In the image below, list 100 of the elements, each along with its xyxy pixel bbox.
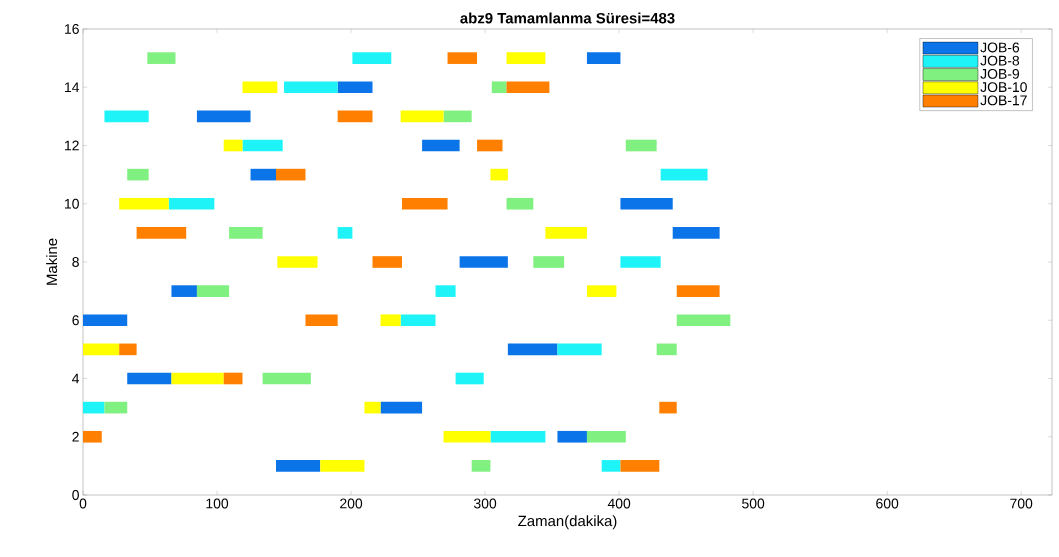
bar: [507, 343, 558, 356]
bar: [490, 168, 508, 181]
bar: [127, 372, 172, 385]
bar: [656, 343, 677, 356]
bar: [459, 256, 508, 268]
bar: [533, 256, 565, 268]
bar: [601, 460, 621, 472]
bar: [455, 372, 484, 385]
legend-label: JOB-6: [980, 42, 1020, 53]
y-tick-label: 0: [72, 490, 79, 500]
bar: [586, 430, 626, 443]
bar: [229, 227, 263, 239]
y-tick-label: 12: [65, 140, 79, 151]
bar: [620, 256, 661, 268]
bar: [364, 401, 381, 414]
bar: [284, 81, 338, 94]
legend-label: JOB-9: [980, 68, 1020, 79]
bar: [506, 81, 550, 94]
bar: [276, 460, 321, 472]
bar: [435, 285, 456, 297]
x-tick-label: 500: [742, 498, 765, 509]
x-tick-label: 100: [206, 498, 229, 509]
bar: [242, 139, 283, 152]
y-axis-title: Makine: [46, 238, 58, 285]
bar: [119, 343, 137, 356]
bar: [171, 285, 197, 297]
y-tick-label: 8: [72, 257, 79, 267]
bar: [676, 314, 731, 327]
bar: [136, 227, 187, 239]
bar: [443, 110, 472, 123]
bar: [277, 256, 318, 268]
bar: [557, 430, 587, 443]
bar: [401, 197, 448, 210]
bar: [83, 401, 105, 414]
bar: [127, 168, 149, 181]
y-tick-label: 16: [65, 24, 79, 34]
x-tick-label: 300: [473, 498, 497, 509]
x-tick-label: 0: [79, 498, 87, 509]
x-tick-label: 600: [876, 498, 899, 509]
bar: [337, 81, 373, 94]
bar: [506, 197, 534, 210]
bar: [352, 52, 392, 64]
bar: [223, 372, 243, 385]
bar: [147, 52, 176, 64]
bar: [250, 168, 276, 181]
bar: [104, 110, 149, 123]
bar: [557, 343, 602, 356]
bar: [447, 52, 478, 64]
bar: [422, 139, 460, 152]
bar: [168, 197, 215, 210]
bar: [196, 110, 251, 123]
bar: [586, 52, 621, 64]
bar: [620, 197, 673, 210]
bar: [400, 110, 444, 123]
bar: [276, 168, 306, 181]
x-tick-label: 400: [607, 498, 631, 509]
bar: [400, 314, 436, 327]
bar: [672, 227, 720, 239]
bar: [625, 139, 657, 152]
legend-label: JOB-10: [980, 82, 1027, 93]
bar: [337, 110, 373, 123]
bar: [620, 460, 660, 472]
bar: [659, 401, 677, 414]
bar: [104, 401, 128, 414]
bar: [171, 372, 224, 385]
y-tick-label: 14: [65, 82, 80, 93]
bar: [443, 430, 491, 443]
bar: [262, 372, 311, 385]
bar: [471, 460, 491, 472]
y-tick-label: 4: [72, 373, 80, 384]
bar: [477, 139, 503, 152]
bar: [242, 81, 278, 94]
bar: [196, 285, 230, 297]
bar: [337, 227, 353, 239]
x-tick-label: 700: [1010, 498, 1033, 509]
bar: [380, 314, 401, 327]
bar: [491, 81, 507, 94]
bar: [490, 430, 546, 443]
bar: [676, 285, 720, 297]
bar: [545, 227, 587, 239]
bar: [83, 314, 128, 327]
y-tick-label: 10: [65, 198, 79, 209]
y-tick-label: 2: [72, 431, 79, 442]
bar: [83, 430, 102, 443]
bar: [119, 197, 169, 210]
x-axis-title: Zaman(dakika): [518, 515, 617, 530]
bar: [320, 460, 365, 472]
bar: [305, 314, 338, 327]
bar: [380, 401, 423, 414]
bar: [506, 52, 546, 64]
bar: [586, 285, 617, 297]
bar: [660, 168, 708, 181]
legend-label: JOB-8: [980, 55, 1020, 66]
bar: [223, 139, 243, 152]
y-tick-label: 6: [72, 315, 79, 326]
bar: [83, 343, 120, 356]
chart-title: abz9 Tamamlanma Süresi=483: [460, 12, 675, 24]
legend-label: JOB-17: [980, 95, 1027, 106]
x-tick-label: 200: [340, 498, 363, 509]
bar: [372, 256, 402, 268]
